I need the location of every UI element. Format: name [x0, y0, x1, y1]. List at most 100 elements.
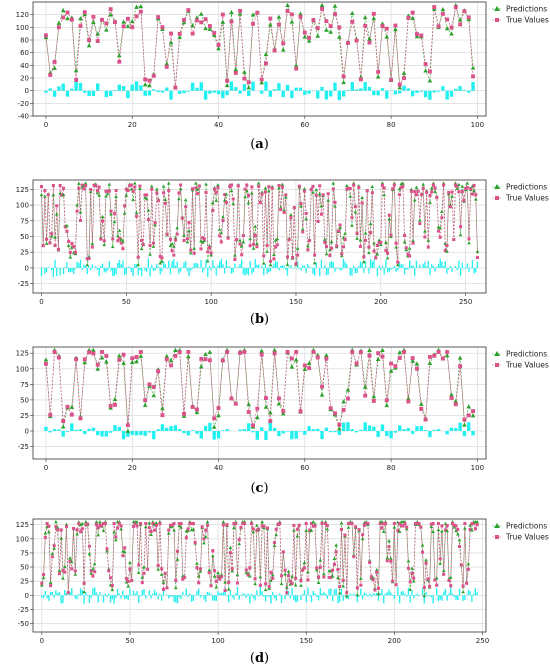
true-value-point [109, 576, 113, 580]
prediction-point [418, 218, 422, 222]
true-value-point [181, 577, 185, 581]
true-value-point [274, 527, 278, 531]
prediction-point [104, 359, 109, 364]
error-bar [288, 266, 290, 268]
error-bar [117, 84, 121, 91]
error-bar [101, 263, 104, 268]
true-value-point [384, 249, 388, 253]
true-value-point [453, 183, 457, 187]
true-value-point [262, 254, 266, 258]
error-bar [246, 267, 248, 274]
true-value-point [205, 523, 210, 527]
prediction-point [267, 410, 273, 415]
error-bar [108, 261, 111, 268]
prediction-point [322, 572, 326, 576]
true-value-point [201, 236, 205, 240]
error-bar [328, 431, 333, 433]
prediction-point [48, 580, 53, 584]
prediction-point [148, 252, 152, 256]
true-value-point [216, 406, 221, 410]
prediction-point [163, 197, 168, 202]
prediction-point [175, 226, 180, 230]
error-bar [303, 90, 307, 95]
true-value-point [236, 184, 240, 188]
true-value-point [260, 192, 264, 196]
error-bar [168, 260, 170, 268]
error-bar [277, 431, 281, 437]
true-value-point [414, 193, 418, 197]
error-bar [333, 82, 337, 91]
prediction-point [379, 242, 383, 247]
error-bar [173, 425, 178, 431]
y-tick-label: 75 [20, 381, 29, 389]
error-bar [445, 90, 449, 100]
prediction-point [86, 43, 92, 48]
true-value-point [195, 566, 199, 570]
error-bar [451, 267, 453, 273]
y-tick-label: 120 [16, 11, 29, 19]
error-bar [73, 267, 75, 274]
prediction-point [160, 259, 164, 263]
error-bar [206, 591, 209, 596]
error-bar [281, 90, 285, 98]
error-bar [361, 595, 364, 600]
error-bar [339, 267, 341, 271]
true-value-point [272, 351, 277, 356]
true-value-point [371, 11, 376, 16]
error-bar [212, 595, 214, 601]
prediction-point [367, 347, 372, 352]
error-bar [263, 595, 265, 597]
true-value-point [365, 189, 369, 193]
true-value-point [56, 355, 61, 360]
plot-area [33, 347, 486, 459]
true-value-point [309, 521, 314, 526]
error-bar [303, 590, 306, 596]
x-tick-label: 20 [128, 121, 137, 129]
error-bar [326, 595, 329, 599]
error-bar [106, 267, 109, 271]
prediction-point [149, 184, 154, 188]
error-bar [212, 431, 216, 440]
true-value-point [403, 233, 407, 237]
y-tick-label: 125 [16, 521, 29, 529]
y-tick-label: -25 [18, 443, 29, 451]
error-bar [376, 431, 380, 437]
error-bar [374, 593, 376, 596]
true-value-point [341, 407, 346, 412]
true-value-point [184, 536, 188, 540]
error-bar [143, 588, 145, 596]
error-bar [268, 90, 272, 97]
prediction-point [104, 194, 108, 198]
true-value-point [454, 524, 458, 528]
error-bar [212, 260, 214, 268]
true-value-point [177, 521, 181, 526]
prediction-point [457, 17, 463, 22]
true-value-point [292, 205, 296, 210]
prediction-point [273, 238, 278, 242]
true-value-point [229, 396, 234, 401]
true-value-point [413, 190, 417, 194]
prediction-point [242, 69, 247, 74]
true-value-point [250, 185, 254, 189]
y-tick-label: 0 [25, 592, 29, 600]
error-bar [185, 261, 187, 268]
true-value-point [382, 521, 386, 526]
true-value-point [429, 522, 433, 526]
true-value-point [258, 200, 262, 205]
prediction-point [414, 361, 420, 366]
error-bar [213, 595, 216, 601]
error-bar [113, 595, 115, 604]
error-bar [149, 267, 151, 277]
error-bar [175, 595, 177, 603]
true-value-point [150, 187, 154, 191]
error-bar [350, 82, 354, 91]
prediction-point [69, 404, 75, 409]
y-tick-label: 0 [25, 264, 29, 272]
true-value-point [311, 184, 315, 188]
prediction-point [338, 225, 342, 230]
error-bar [227, 266, 229, 268]
true-value-point [291, 256, 295, 260]
true-value-point [456, 527, 460, 531]
true-value-point [134, 14, 139, 19]
